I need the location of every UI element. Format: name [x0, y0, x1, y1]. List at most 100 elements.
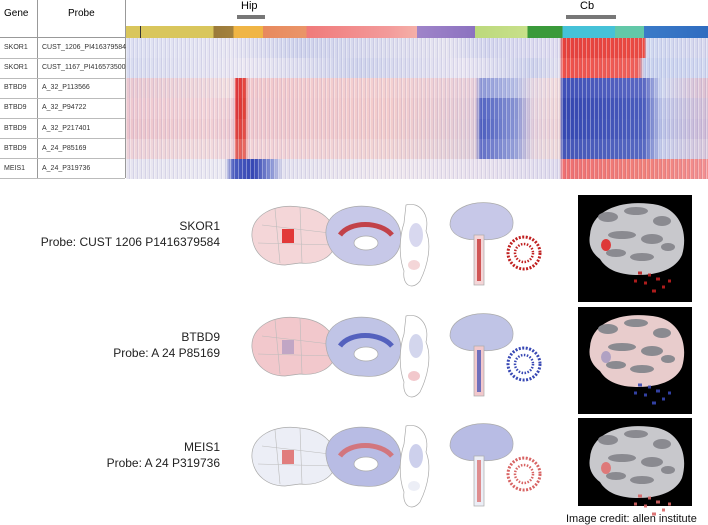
gene-label: BTBD9	[4, 104, 27, 112]
gyrus	[606, 472, 626, 480]
region-highlight	[282, 229, 294, 243]
sagittal-brain	[449, 313, 514, 352]
gyrus	[630, 476, 654, 484]
row-divider	[0, 97, 125, 99]
coronal-region	[408, 481, 420, 491]
probe-header: Probe	[68, 8, 95, 19]
gyrus	[661, 466, 675, 474]
gyrus	[630, 253, 654, 261]
brainstem-core	[477, 460, 481, 502]
brain-set	[251, 313, 542, 398]
cerebellum	[506, 346, 542, 382]
gyrus	[598, 435, 618, 445]
row-divider	[0, 138, 125, 140]
gyrus	[606, 361, 626, 369]
gyrus	[630, 365, 654, 373]
gyrus	[641, 346, 663, 356]
sagittal-brain	[449, 202, 514, 241]
gene-label: SKOR1	[4, 64, 28, 72]
panel-gene: MEIS1	[183, 440, 220, 454]
probe-label: A_24_P319736	[42, 164, 91, 172]
brainstem-core	[477, 350, 481, 392]
coronal-region	[408, 371, 420, 381]
brain-set	[251, 423, 542, 508]
highlight	[601, 462, 611, 474]
gene-header: Gene	[4, 8, 29, 19]
gyrus	[606, 249, 626, 257]
gyrus	[624, 319, 648, 327]
hip-bracket	[237, 15, 265, 19]
panel-gene: BTBD9	[181, 330, 220, 344]
gyrus	[661, 243, 675, 251]
heatmap-row	[126, 158, 708, 180]
cerebellum-dots	[634, 271, 671, 293]
gyrus	[653, 439, 671, 449]
region-label: Hip	[241, 0, 258, 12]
panel-probe: Probe: CUST 1206 P1416379584	[40, 235, 220, 249]
coronal-region	[409, 334, 423, 358]
row-divider	[0, 77, 125, 79]
row-divider	[0, 57, 125, 59]
gyrus	[608, 231, 636, 239]
row-divider	[0, 117, 125, 119]
gyrus	[608, 454, 636, 462]
heatmap-row	[126, 78, 708, 99]
gene-label: MEIS1	[4, 164, 26, 172]
brainstem-core	[477, 239, 481, 281]
gyrus	[661, 355, 675, 363]
gyrus	[653, 328, 671, 338]
region-color-bar	[126, 26, 708, 38]
cb-bracket	[566, 15, 616, 19]
highlight	[601, 239, 611, 251]
corpus-callosum	[337, 222, 394, 237]
gyrus	[641, 234, 663, 244]
cerebellum-inner	[513, 242, 535, 264]
hip-marker	[140, 26, 141, 38]
highlight	[601, 351, 611, 363]
thalamus	[353, 346, 379, 362]
header-divider	[0, 37, 125, 38]
row-divider	[0, 178, 125, 180]
probe-label: A_24_P85169	[42, 144, 87, 152]
heatmap-row	[126, 138, 708, 159]
thalamus	[353, 235, 379, 251]
column-divider	[37, 0, 38, 178]
region	[257, 427, 335, 485]
corpus-callosum	[337, 443, 394, 458]
region-highlight	[282, 340, 294, 354]
heatmap-row	[126, 58, 708, 79]
region-label: Cb	[580, 0, 595, 12]
probe-label: A_32_P217401	[42, 124, 91, 132]
cerebellum-dots	[634, 383, 671, 405]
gyrus	[598, 324, 618, 334]
thalamus	[353, 456, 379, 472]
gyrus	[624, 207, 648, 215]
probe-label: A_32_P94722	[42, 104, 87, 112]
panel-gene: SKOR1	[179, 219, 220, 233]
gene-label: SKOR1	[4, 44, 28, 51]
table-frame	[0, 0, 126, 178]
region	[257, 206, 335, 264]
coronal-region	[409, 223, 423, 247]
cerebellum-inner	[513, 463, 535, 485]
cerebellum-inner	[513, 353, 535, 375]
gyrus	[653, 216, 671, 226]
gyrus	[608, 343, 636, 351]
gyrus	[598, 212, 618, 222]
heatmap-row	[126, 98, 708, 119]
inflated-brain	[578, 195, 692, 302]
probe-label: CUST_1206_PI416379584	[42, 44, 127, 51]
cerebellum	[506, 456, 542, 492]
panel-probe: Probe: A 24 P319736	[106, 456, 220, 470]
probe-label: A_32_P113566	[42, 84, 90, 92]
region	[257, 317, 335, 375]
gyrus	[641, 457, 663, 467]
gene-label: BTBD9	[4, 124, 27, 132]
heatmap-row	[126, 118, 708, 139]
gyrus	[624, 430, 648, 438]
sagittal-brain	[449, 423, 514, 462]
brain-set	[251, 202, 542, 287]
coronal-region	[409, 444, 423, 468]
